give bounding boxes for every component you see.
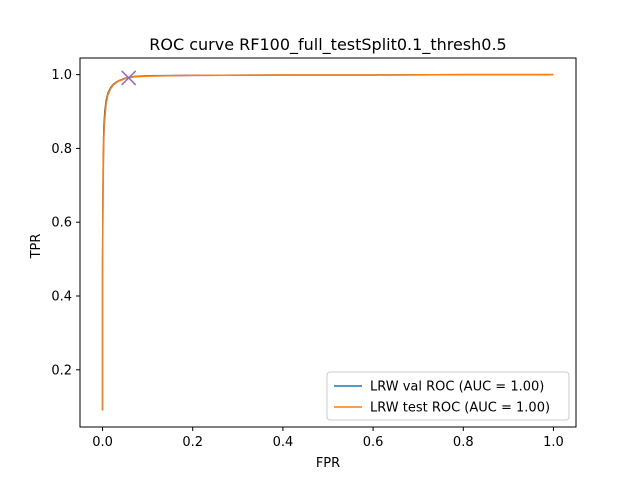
x-axis-label: FPR — [316, 456, 340, 471]
x-tick-label: 1.0 — [543, 435, 564, 450]
legend-label: LRW val ROC (AUC = 1.00) — [370, 380, 544, 395]
x-tick-label: 0.4 — [273, 435, 294, 450]
chart-title: ROC curve RF100_full_testSplit0.1_thresh… — [149, 35, 506, 55]
y-tick-label: 0.8 — [51, 142, 72, 157]
y-tick-label: 0.4 — [51, 290, 72, 305]
x-tick-label: 0.8 — [453, 435, 474, 450]
axes-frame — [79, 57, 577, 428]
y-tick-label: 0.6 — [51, 216, 72, 231]
x-tick-label: 0.0 — [92, 435, 113, 450]
series-line-1 — [101, 73, 554, 411]
legend: LRW val ROC (AUC = 1.00) LRW test ROC (AU… — [326, 371, 570, 421]
y-axis-label: TPR — [29, 234, 44, 260]
operating-point-marker — [121, 70, 137, 86]
legend-label: LRW test ROC (AUC = 1.00) — [370, 401, 550, 416]
plot-area: 0.0 0.2 0.4 0.6 0.8 1.0 0.2 0.4 0.6 0.8 1.0 — [51, 57, 577, 450]
legend-box — [326, 371, 570, 421]
y-tick-label: 1.0 — [51, 68, 72, 83]
y-tick-label: 0.2 — [51, 363, 72, 378]
legend-item: LRW test ROC (AUC = 1.00) — [334, 401, 550, 416]
x-tick-label: 0.6 — [363, 435, 384, 450]
x-tick-label: 0.2 — [182, 435, 203, 450]
legend-item: LRW val ROC (AUC = 1.00) — [334, 380, 544, 395]
series-line-2 — [101, 73, 554, 411]
